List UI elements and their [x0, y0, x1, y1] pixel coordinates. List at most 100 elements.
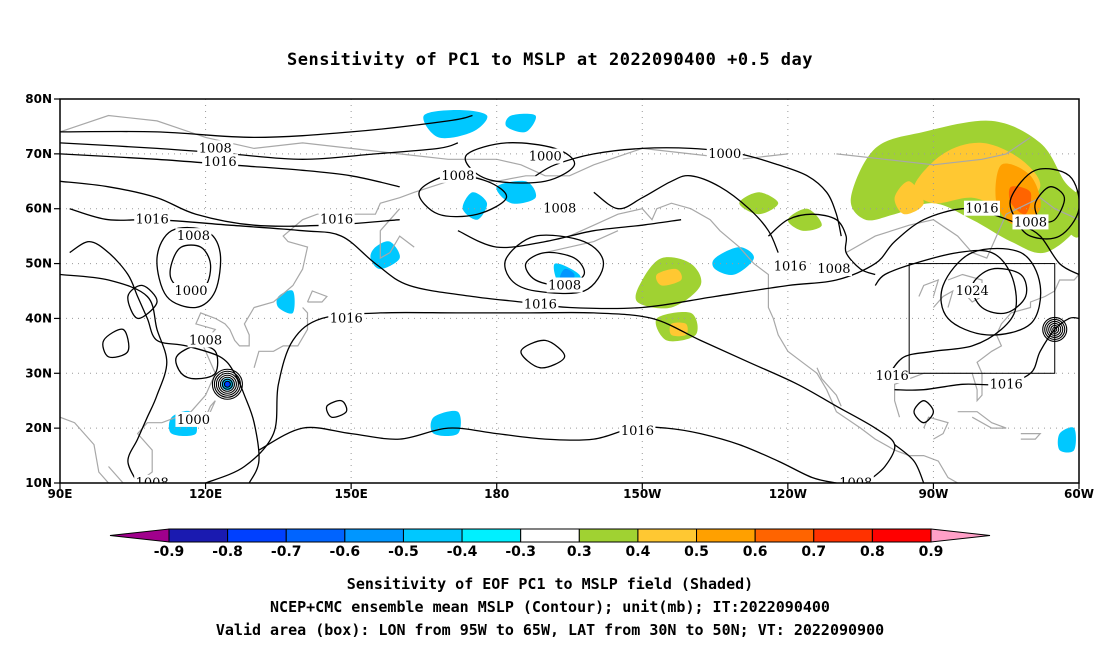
- contour-label-bg-4: [439, 167, 476, 183]
- typhoon-ring-5: [213, 370, 241, 398]
- contour-label-bg-19: [954, 283, 991, 298]
- coastline-0: [60, 416, 109, 483]
- isobar-1: [60, 142, 459, 160]
- colorbar: -0.9 -0.8 -0.7 -0.6 -0.5 -0.4 -0.3 0.3 0.4 0.5 0.6…: [109, 528, 991, 560]
- colorbar-swatch-10: [696, 528, 756, 543]
- contour-label-6: 1016: [136, 213, 169, 228]
- isobar-5: [60, 273, 168, 483]
- sensitivity-shading: [168, 110, 1079, 453]
- caption-contour: NCEP+CMC ensemble mean MSLP (Contour); u…: [270, 598, 830, 616]
- contour-label-bg-5: [541, 200, 578, 216]
- contour-label-15: 1016: [774, 259, 807, 274]
- isobar-8: [205, 311, 896, 483]
- contour-label-bg-21: [988, 376, 1025, 392]
- lat-label-2: 60N: [25, 202, 52, 216]
- contour-label-bg-22: [619, 422, 656, 438]
- shading-blob-12: [423, 110, 488, 139]
- coastline-3: [306, 290, 328, 303]
- contour-label-bg-14: [522, 296, 559, 312]
- colorbar-swatch-7: [520, 528, 580, 543]
- caption-shading: Sensitivity of EOF PC1 to MSLP field (Sh…: [346, 575, 754, 593]
- isobar-closed-13: [913, 400, 935, 424]
- contour-label-bg-24: [837, 475, 874, 483]
- contour-label-4: 1008: [441, 169, 474, 184]
- contour-label-5: 1008: [543, 202, 576, 217]
- contour-label-bg-12: [328, 310, 365, 326]
- colorbar-label-6: -0.3: [505, 544, 536, 560]
- mslp-contours: [60, 114, 1079, 483]
- shading-blob-4: [1008, 186, 1032, 215]
- typhoon-ring-3: [217, 374, 237, 394]
- colorbar-swatch-11: [754, 528, 815, 543]
- colorbar-label-8: 0.4: [626, 544, 651, 560]
- colorbar-swatch-6: [461, 528, 522, 543]
- lat-label-4: 40N: [25, 311, 52, 325]
- contour-label-9: 1000: [174, 284, 207, 299]
- lon-label-7: 60W: [1064, 487, 1094, 501]
- contour-label-14: 1016: [524, 298, 557, 313]
- contour-label-bg-13: [546, 277, 583, 293]
- colorbar-swatch-4: [344, 528, 404, 543]
- shading-blob-9: [739, 192, 779, 215]
- shading-blob-6: [655, 268, 682, 286]
- contour-label-bg-20: [874, 368, 911, 384]
- contour-label-18: 1008: [1014, 215, 1047, 230]
- isobar-closed-7: [971, 267, 1028, 315]
- contour-label-0: 1008: [199, 141, 232, 156]
- coastline-18: [545, 230, 619, 254]
- contour-label-12: 1016: [330, 311, 363, 326]
- coastline-10: [957, 411, 1007, 429]
- contour-label-3: 1000: [708, 147, 741, 162]
- map-frame: [59, 98, 1080, 484]
- shading-blob-19: [276, 290, 295, 314]
- shading-blob-13: [505, 113, 537, 133]
- colorbar-swatch-2: [227, 528, 287, 543]
- colorbar-label-1: -0.8: [212, 544, 243, 560]
- coastline-5: [379, 208, 415, 260]
- isobar-12: [767, 213, 876, 276]
- contour-label-8: 1016: [320, 213, 353, 228]
- contour-label-bg-16: [815, 261, 852, 277]
- lon-label-0: 90E: [48, 487, 73, 501]
- shading-blob-10: [787, 208, 822, 231]
- isobar-closed-4: [169, 244, 212, 292]
- coastline-1: [108, 175, 536, 483]
- colorbar-label-13: 0.9: [919, 544, 944, 560]
- contour-label-bg-11: [175, 411, 212, 427]
- lat-label-6: 20N: [25, 421, 52, 435]
- shading-blob-20: [430, 410, 461, 437]
- caption-valid-area: Valid area (box): LON from 95W to 65W, L…: [215, 621, 885, 639]
- colorbar-label-9: 0.5: [684, 544, 709, 560]
- typhoon-shading-core: [224, 381, 231, 388]
- isobar-13: [874, 249, 1018, 374]
- isobar-9: [457, 219, 682, 249]
- isobar-closed-12: [520, 339, 566, 369]
- contour-label-bg-1: [202, 154, 239, 170]
- contour-label-16: 1008: [817, 262, 850, 277]
- isobar-closed-11: [175, 345, 219, 380]
- coastline-12: [845, 196, 1079, 259]
- typhoon-ring-4: [215, 372, 239, 396]
- isobar-11: [593, 174, 779, 253]
- shading-blob-14: [712, 247, 754, 275]
- shading-blob-2: [894, 181, 924, 215]
- lat-label-5: 30N: [25, 366, 52, 380]
- colorbar-label-12: 0.8: [860, 544, 885, 560]
- colorbar-left-arrow: [109, 528, 170, 543]
- contour-label-bg-0: [197, 140, 234, 156]
- contour-label-13: 1008: [548, 279, 581, 294]
- contour-label-19: 1024: [956, 284, 989, 299]
- shading-blob-11: [1064, 190, 1079, 238]
- typhoon-ring-1: [221, 378, 233, 390]
- coastline-7: [816, 367, 842, 407]
- contour-label-bg-18: [1012, 214, 1049, 230]
- contour-label-22: 1016: [621, 424, 654, 439]
- lon-label-4: 150W: [623, 487, 661, 501]
- colorbar-swatch-3: [285, 528, 346, 543]
- lat-label-3: 50N: [25, 257, 52, 271]
- colorbar-label-3: -0.6: [330, 544, 361, 560]
- lon-label-5: 120W: [769, 487, 807, 501]
- colorbar-swatch-12: [813, 528, 873, 543]
- lon-label-3: 180: [484, 487, 509, 501]
- colorbar-label-10: 0.6: [743, 544, 768, 560]
